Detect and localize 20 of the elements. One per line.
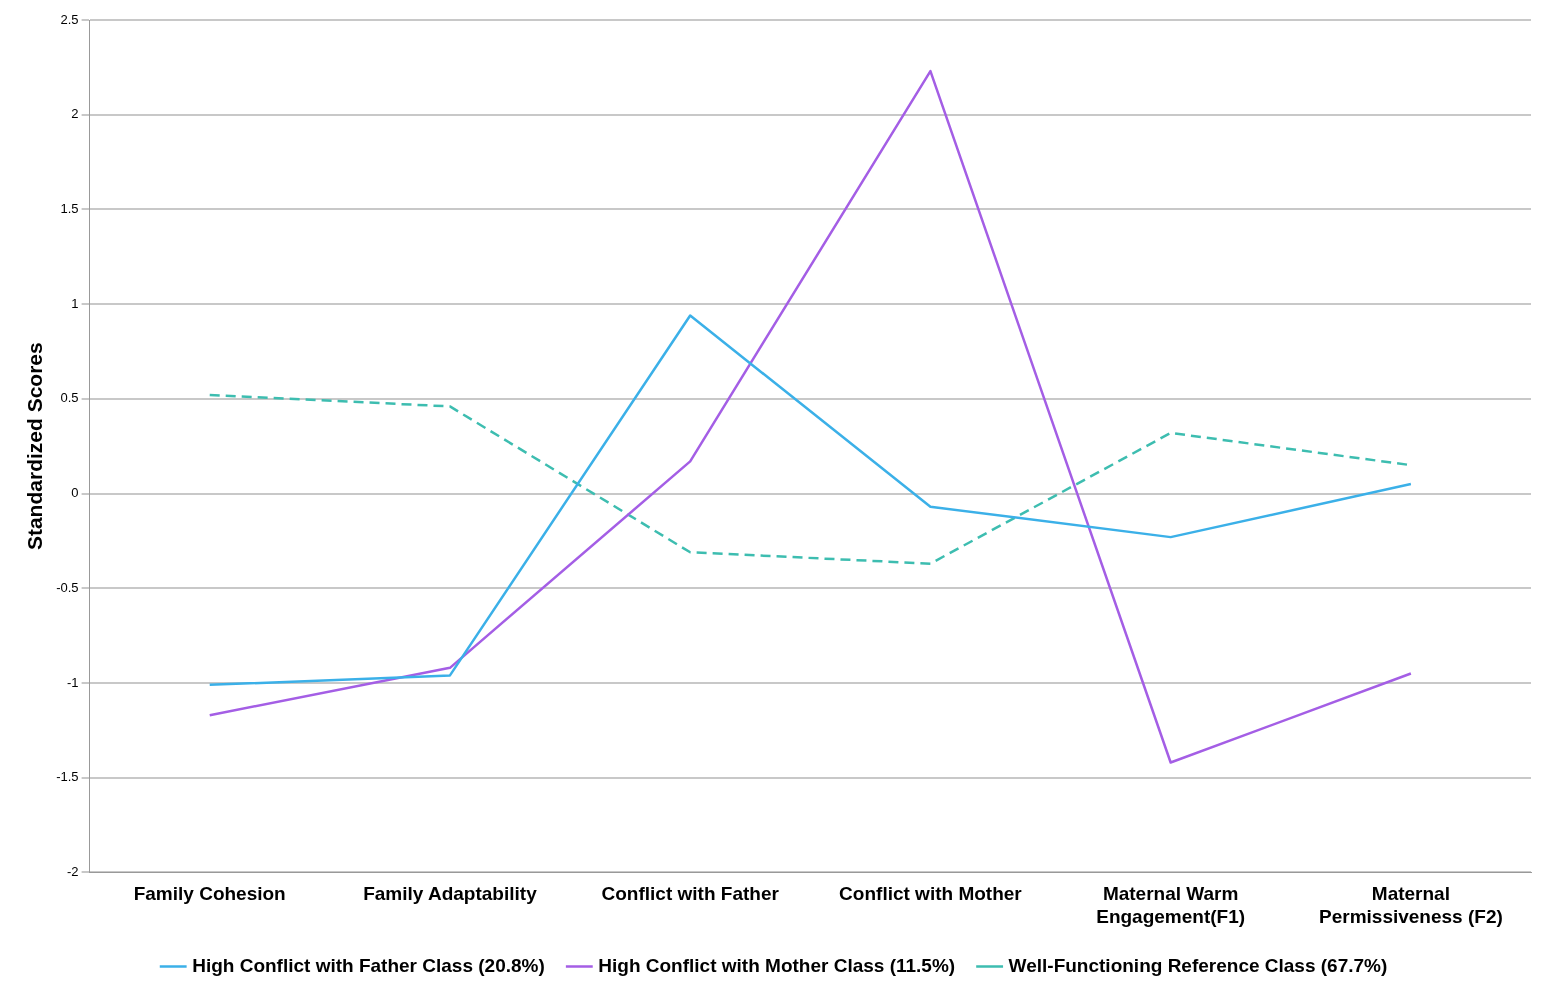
y-tick-label: 1.5 [60, 201, 79, 216]
y-tick-label: -1 [67, 674, 79, 690]
y-axis-title: Standardized Scores [23, 342, 47, 551]
legend-label: Well-Functioning Reference Class (67.7%) [1008, 954, 1388, 976]
y-tick-label: 2.5 [60, 11, 79, 27]
y-tick-label: -2 [67, 863, 79, 879]
x-tick-label: Family Cohesion [133, 883, 286, 905]
y-tick-label: 2 [71, 106, 79, 122]
y-tick-label: -0.5 [56, 579, 79, 595]
x-tick-label: Conflict with Father [601, 883, 780, 905]
x-tick-label: Maternal Warm Engagement(F1) [1096, 883, 1246, 927]
y-tick-label: -1.5 [56, 769, 79, 785]
x-tick-label: Conflict with Mother [839, 883, 1023, 905]
legend-label: High Conflict with Mother Class (11.5%) [598, 954, 956, 976]
x-tick-label: Family Adaptability [363, 883, 538, 905]
y-tick-label: 0.5 [60, 390, 79, 406]
y-tick-label: 1 [71, 295, 79, 311]
legend-label: High Conflict with Father Class (20.8%) [192, 954, 545, 976]
x-tick-label: Maternal Permissiveness (F2) [1319, 883, 1503, 927]
y-tick-label: 0 [71, 485, 79, 501]
